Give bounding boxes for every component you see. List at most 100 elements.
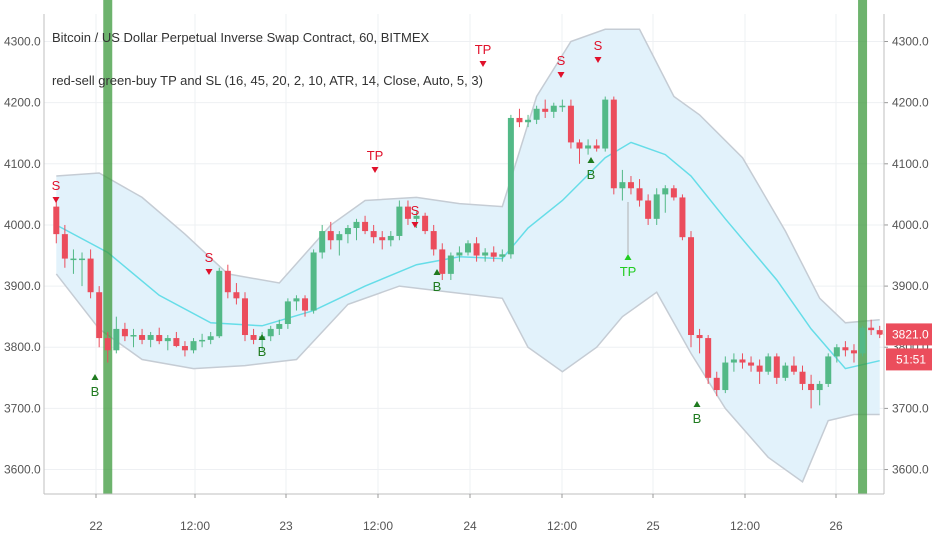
candle-body — [61, 234, 68, 259]
candle-body — [79, 258, 86, 261]
x-tick-label: 12:00 — [730, 519, 760, 533]
signal-arrow-down — [411, 222, 419, 228]
signal-label: TP — [367, 148, 384, 163]
y-tick-right: 4100.0 — [892, 157, 929, 171]
candle-body — [636, 188, 643, 201]
y-tick-right: 4200.0 — [892, 96, 929, 110]
signal-arrow-down — [594, 57, 602, 63]
countdown-tag — [886, 348, 932, 371]
candle-body — [696, 335, 703, 339]
candle-body — [207, 336, 214, 340]
signal-arrow-down — [479, 61, 487, 67]
candle-body — [379, 237, 386, 241]
candle-body — [679, 197, 686, 238]
candle-body — [104, 338, 111, 351]
y-tick-left: 3900.0 — [4, 279, 41, 293]
candle-body — [310, 252, 317, 311]
candle-body — [147, 335, 154, 340]
signal-arrow-up — [433, 269, 441, 275]
candle-body — [816, 383, 823, 391]
candle-body — [688, 237, 695, 336]
candle-body — [825, 356, 832, 384]
candle-body — [319, 231, 326, 253]
candle-body — [542, 108, 549, 112]
signals: S B S B TP S B TP S S B TP B — [52, 38, 702, 426]
candle-body — [121, 328, 128, 337]
signal-arrow-down — [557, 72, 565, 78]
x-tick-label: 23 — [279, 519, 293, 533]
x-tick-label: 22 — [89, 519, 103, 533]
candle-body — [730, 359, 737, 363]
candle-body — [645, 200, 652, 219]
candle-body — [490, 252, 497, 257]
candle-body — [593, 145, 600, 149]
candle-body — [233, 292, 240, 299]
candle-body — [619, 182, 626, 189]
highlight-bars — [103, 0, 868, 494]
y-tick-left: 4200.0 — [4, 96, 41, 110]
candle-body — [224, 270, 231, 293]
candle-body — [293, 298, 300, 302]
candle-body — [456, 252, 463, 256]
indicator-label: red-sell green-buy TP and SL (16, 45, 20… — [52, 73, 483, 88]
candle-body — [705, 338, 712, 378]
candle-body — [70, 258, 77, 261]
signal-label: B — [587, 167, 596, 182]
candle-body — [790, 365, 797, 372]
candle-body — [422, 215, 429, 232]
candle-body — [396, 206, 403, 236]
candle-body — [482, 252, 489, 256]
signal-label: TP — [620, 264, 637, 279]
candle-body — [53, 206, 60, 235]
candle-body — [722, 362, 729, 391]
candle-body — [87, 258, 94, 293]
candle-body — [139, 335, 146, 340]
candle-body — [567, 105, 574, 143]
candle-body — [387, 235, 394, 241]
candle-body — [868, 327, 875, 331]
x-tick-label: 12:00 — [547, 519, 577, 533]
y-tick-left: 4100.0 — [4, 157, 41, 171]
candle-body — [850, 350, 857, 354]
signal-arrow-up — [693, 401, 701, 407]
x-tick-label: 25 — [646, 519, 660, 533]
signal-arrow-up — [258, 334, 266, 340]
candle-body — [550, 105, 557, 112]
countdown-label: 51:51 — [896, 352, 926, 366]
candle-body — [507, 117, 514, 255]
last-price-label: 3821.0 — [892, 327, 929, 341]
candle-body — [302, 298, 309, 311]
candle-body — [602, 99, 609, 149]
candle-body — [464, 243, 472, 253]
candle-body — [533, 108, 540, 120]
candle-body — [241, 298, 248, 336]
candle-body — [216, 270, 223, 337]
candle-body — [439, 249, 446, 274]
chart-title: Bitcoin / US Dollar Perpetual Inverse Sw… — [52, 30, 429, 45]
candle-body — [181, 346, 188, 351]
x-tick-label: 12:00 — [363, 519, 393, 533]
candle-body — [250, 335, 257, 340]
candle-body — [267, 328, 274, 337]
signal-label: S — [594, 38, 603, 53]
signal-label: S — [557, 53, 566, 68]
candle-body — [713, 377, 720, 391]
bollinger-band — [55, 28, 880, 483]
candle-body — [130, 335, 137, 337]
x-tick-label: 24 — [463, 519, 477, 533]
candle-body — [799, 371, 806, 384]
candle-body — [344, 228, 351, 235]
candle-body — [765, 356, 772, 372]
candle-body — [662, 188, 669, 195]
candle-body — [276, 324, 283, 329]
signal-label: B — [433, 279, 442, 294]
candle-body — [164, 338, 171, 342]
last-price-tag — [886, 323, 932, 346]
band-basis-line — [55, 141, 880, 370]
candle-body — [782, 365, 789, 378]
signal-arrow-down — [52, 197, 60, 203]
candle-body — [113, 328, 120, 351]
signal-arrow-up — [91, 374, 99, 380]
